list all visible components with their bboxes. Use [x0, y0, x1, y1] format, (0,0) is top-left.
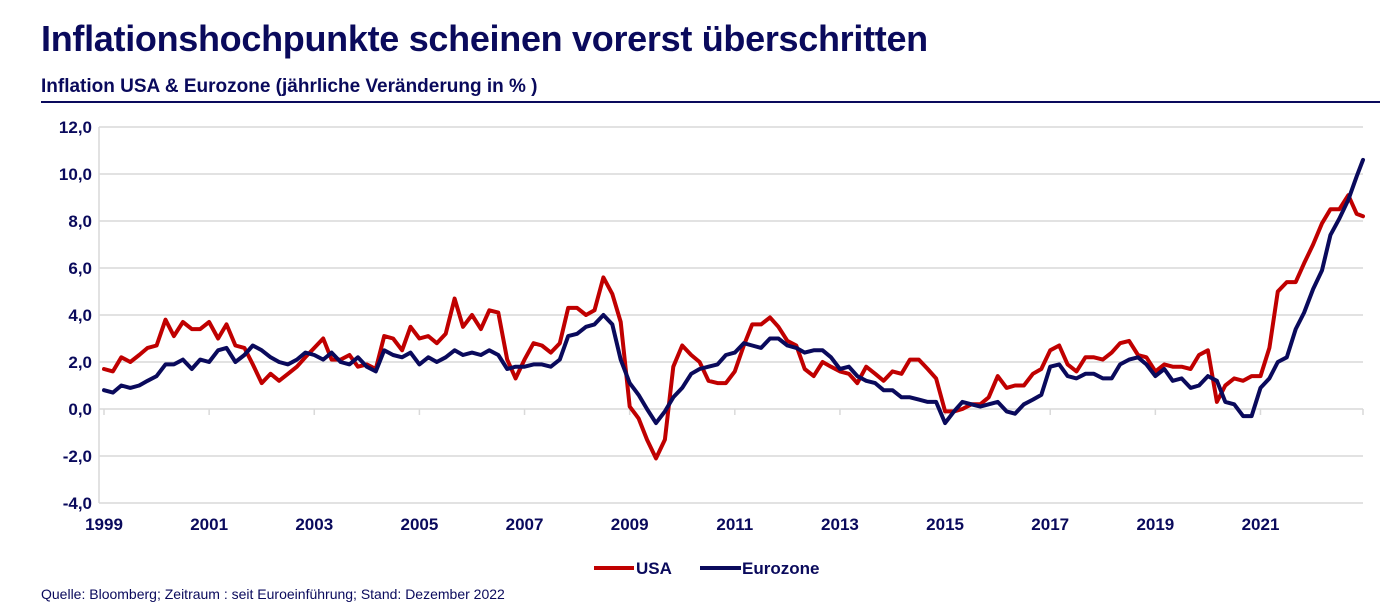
legend-label-eurozone: Eurozone — [742, 559, 819, 578]
series-line-eurozone — [102, 157, 1365, 426]
series-line-usa — [102, 193, 1365, 461]
y-tick-label: 4,0 — [68, 306, 92, 325]
source-note: Quelle: Bloomberg; Zeitraum : seit Euroe… — [41, 586, 505, 602]
x-axis: 1999 2001 2003 2005 2007 2009 2011 2013 2015 2017… — [85, 409, 1364, 534]
x-tick-label: 2021 — [1242, 515, 1280, 534]
y-tick-label: -4,0 — [63, 494, 92, 513]
x-tick-label: 1999 — [85, 515, 123, 534]
chart-title: Inflationshochpunkte scheinen vorerst üb… — [41, 18, 928, 59]
x-tick-label: 2011 — [716, 515, 753, 534]
x-tick-label: 2003 — [295, 515, 333, 534]
y-tick-label: 8,0 — [68, 212, 92, 231]
y-axis-ticks: -4,0 -2,0 0,0 2,0 4,0 6,0 8,0 10,0 12,0 — [59, 118, 92, 513]
y-tick-label: 10,0 — [59, 165, 92, 184]
legend: USA Eurozone — [594, 559, 819, 578]
x-tick-label: 2017 — [1031, 515, 1069, 534]
x-tick-label: 2007 — [506, 515, 544, 534]
x-tick-label: 2019 — [1136, 515, 1174, 534]
x-tick-label: 2005 — [400, 515, 438, 534]
gridlines — [98, 126, 1363, 504]
x-tick-label: 2001 — [190, 515, 228, 534]
chart-subtitle: Inflation USA & Eurozone (jährliche Verä… — [41, 76, 538, 97]
series-lines — [102, 157, 1365, 461]
y-tick-label: -2,0 — [63, 447, 92, 466]
y-tick-label: 6,0 — [68, 259, 92, 278]
x-tick-label: 2013 — [821, 515, 859, 534]
x-tick-label: 2009 — [611, 515, 649, 534]
y-tick-label: 12,0 — [59, 118, 92, 137]
y-tick-label: 2,0 — [68, 353, 92, 372]
x-tick-label: 2015 — [926, 515, 964, 534]
y-tick-label: 0,0 — [68, 400, 92, 419]
legend-label-usa: USA — [636, 559, 672, 578]
title-divider — [41, 101, 1380, 103]
